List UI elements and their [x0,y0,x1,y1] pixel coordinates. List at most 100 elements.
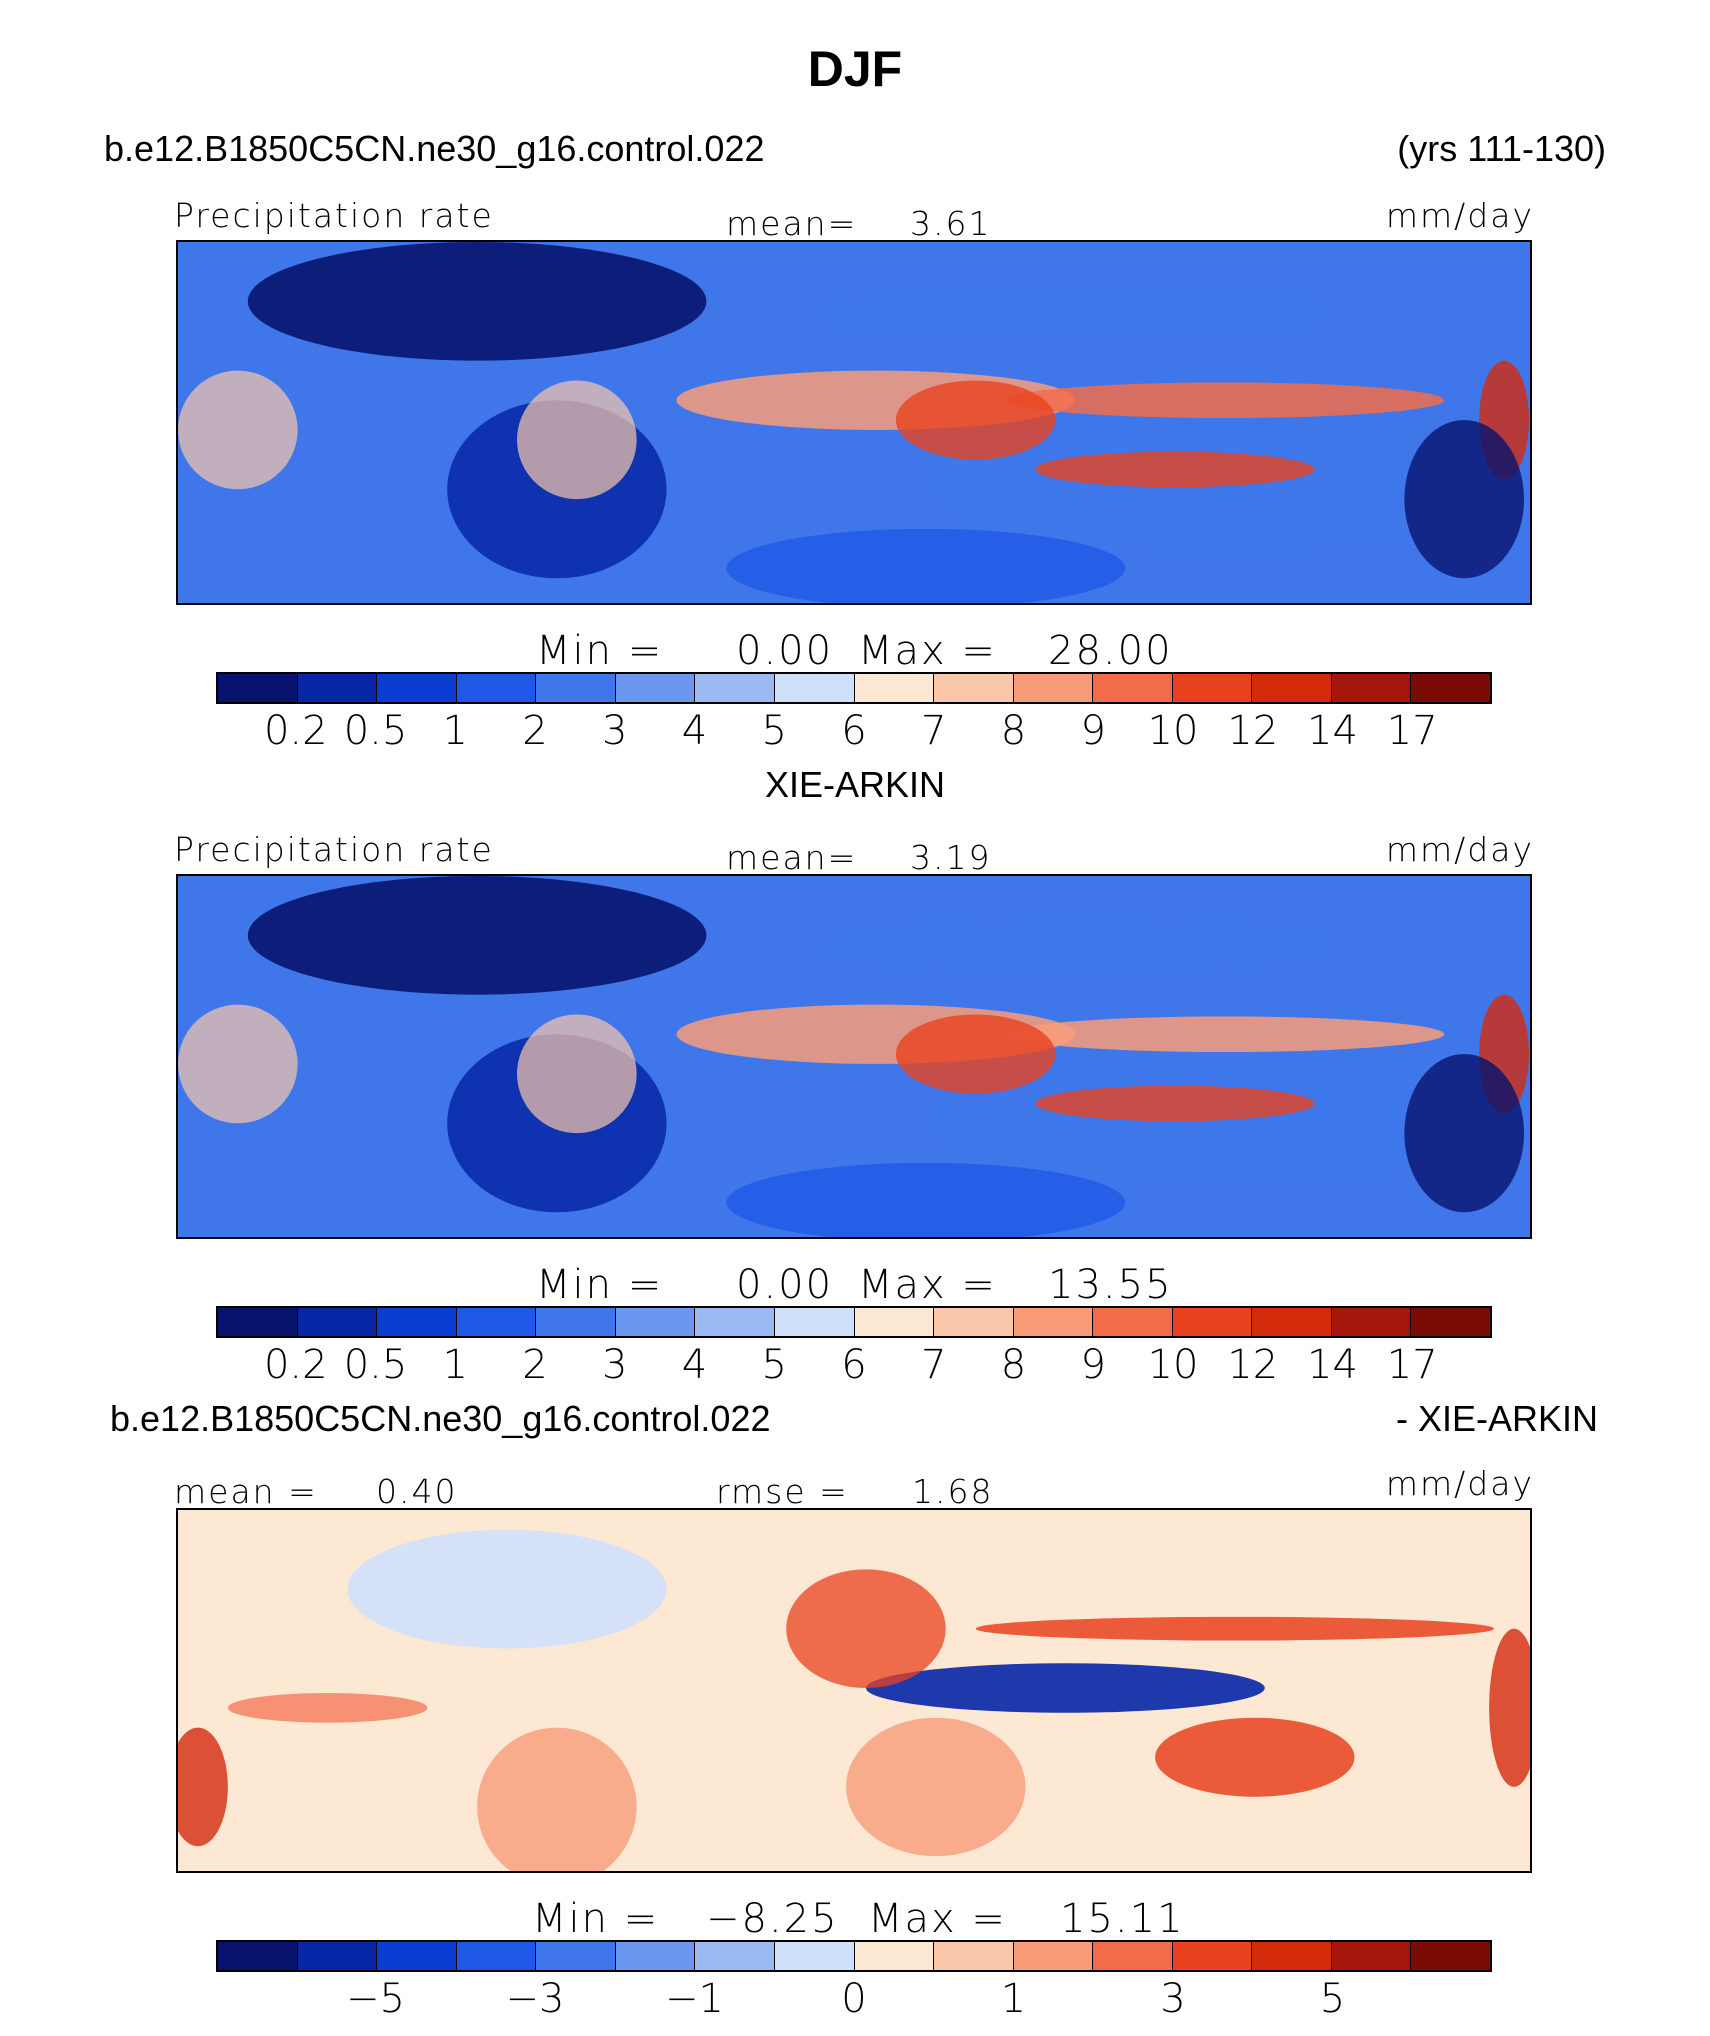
colorbar-tick-label: 12 [1227,708,1279,754]
panel2-case-name: XIE-ARKIN [764,764,946,805]
field-shade [247,876,707,995]
panel2-colorbar [216,1306,1492,1338]
colorbar-swatch [456,1942,537,1970]
colorbar-swatch [1093,674,1173,702]
colorbar-swatch [1331,674,1412,702]
field-shade [1035,451,1315,488]
panel3-units: mm/day [1385,1464,1534,1503]
colorbar-tick-label: 3 [1160,1976,1186,2022]
colorbar-tick-label: 17 [1386,708,1438,754]
figure-title: DJF [807,41,903,97]
colorbar-swatch [218,1942,298,1970]
panel2-units: mm/day [1385,830,1534,869]
colorbar-tick-label: 9 [1080,708,1106,754]
panel3-min-label: Min = [532,1896,660,1942]
field-shade [895,380,1056,460]
colorbar-tick-label: 0.5 [343,708,408,754]
colorbar-tick-label: 8 [1000,1342,1027,1388]
field-shade [865,1663,1265,1713]
colorbar-swatch [1013,1942,1094,1970]
panel3-map [176,1508,1532,1873]
colorbar-swatch [218,674,298,702]
panel1-units: mm/day [1385,196,1534,235]
field-shade [477,1727,637,1871]
field-shade [726,1162,1126,1237]
colorbar-swatch [377,1308,457,1336]
colorbar-swatch [536,1942,616,1970]
panel2-map [176,874,1532,1239]
colorbar-swatch [1252,1942,1332,1970]
colorbar-tick-label: 5 [1319,1976,1346,2022]
colorbar-swatch [615,674,696,702]
colorbar-tick-label: 14 [1307,1342,1358,1388]
field-shade [1404,1054,1525,1213]
colorbar-tick-label: 0 [841,1976,867,2022]
field-shade [975,1616,1495,1641]
colorbar-swatch [695,1308,775,1336]
panel3-min-value: −8.25 [706,1896,839,1942]
panel1-mean-label: mean= [726,204,858,243]
field-shade [347,1529,667,1649]
colorbar-swatch [934,1942,1014,1970]
colorbar-swatch [934,1308,1014,1336]
colorbar-swatch [1013,674,1094,702]
colorbar-swatch [377,1942,457,1970]
colorbar-swatch [1172,674,1253,702]
field-shade [227,1692,428,1723]
colorbar-swatch [456,1308,537,1336]
colorbar-tick-label: 7 [921,1342,947,1388]
colorbar-tick-label: 10 [1147,708,1199,754]
colorbar-swatch [1013,1308,1094,1336]
colorbar-tick-label: 2 [522,1342,548,1388]
colorbar-swatch [536,1308,616,1336]
field-shade [1005,1016,1445,1053]
panel1-variable-label: Precipitation rate [174,196,494,235]
colorbar-tick-label: 5 [761,1342,787,1388]
field-shade [1155,1717,1355,1797]
panel1-mean-value: 3.61 [910,204,992,243]
colorbar-swatch [297,1308,378,1336]
colorbar-tick-label: 4 [681,708,708,754]
colorbar-swatch [774,1308,855,1336]
colorbar-swatch [297,674,378,702]
panel1-min-label: Min = [536,628,664,674]
panel1-heatmap-plot [178,242,1530,603]
field-shade [178,1004,298,1124]
panel2-min-value: 0.00 [736,1262,834,1308]
field-shade [816,920,1335,970]
panel1-case-name: b.e12.B1850C5CN.ne30_g16.control.022 [104,128,765,169]
colorbar-tick-label: 12 [1227,1342,1279,1388]
colorbar-swatch [1252,1308,1332,1336]
panel1-colorbar-ticks: 0.2 0.5 1 2 3 4 5 6 7 8 9 10 12 14 17 [0,708,1710,758]
colorbar-swatch [297,1942,378,1970]
colorbar-tick-label: 1 [442,708,468,754]
colorbar-swatch [615,1308,696,1336]
panel3-colorbar [216,1940,1492,1972]
colorbar-swatch [615,1942,696,1970]
colorbar-tick-label: 0.2 [263,1342,328,1388]
colorbar-tick-label: 8 [1000,708,1027,754]
colorbar-swatch [1093,1942,1173,1970]
colorbar-swatch [377,674,457,702]
panel2-mean-label: mean= [726,838,858,877]
panel2-heatmap-plot [178,876,1530,1237]
colorbar-tick-label: 6 [841,708,867,754]
colorbar-tick-label: −5 [346,1976,405,2022]
colorbar-swatch [218,1308,298,1336]
panel3-mean-value: 0.40 [376,1472,458,1511]
panel3-mean-label: mean = [174,1472,318,1511]
colorbar-tick-label: 0.2 [263,708,328,754]
colorbar-tick-label: 7 [921,708,947,754]
colorbar-swatch [456,674,537,702]
field-shade [1035,1085,1315,1122]
field-shade [1005,382,1445,419]
colorbar-swatch [1252,674,1332,702]
panel2-colorbar-ticks: 0.2 0.5 1 2 3 4 5 6 7 8 9 10 12 14 17 [0,1342,1710,1392]
field-shade [726,528,1126,603]
colorbar-tick-label: 10 [1147,1342,1199,1388]
colorbar-swatch [1172,1308,1253,1336]
colorbar-tick-label: 0.5 [343,1342,408,1388]
panel1-min-value: 0.00 [736,628,834,674]
field-shade [516,380,637,500]
colorbar-swatch [536,674,616,702]
